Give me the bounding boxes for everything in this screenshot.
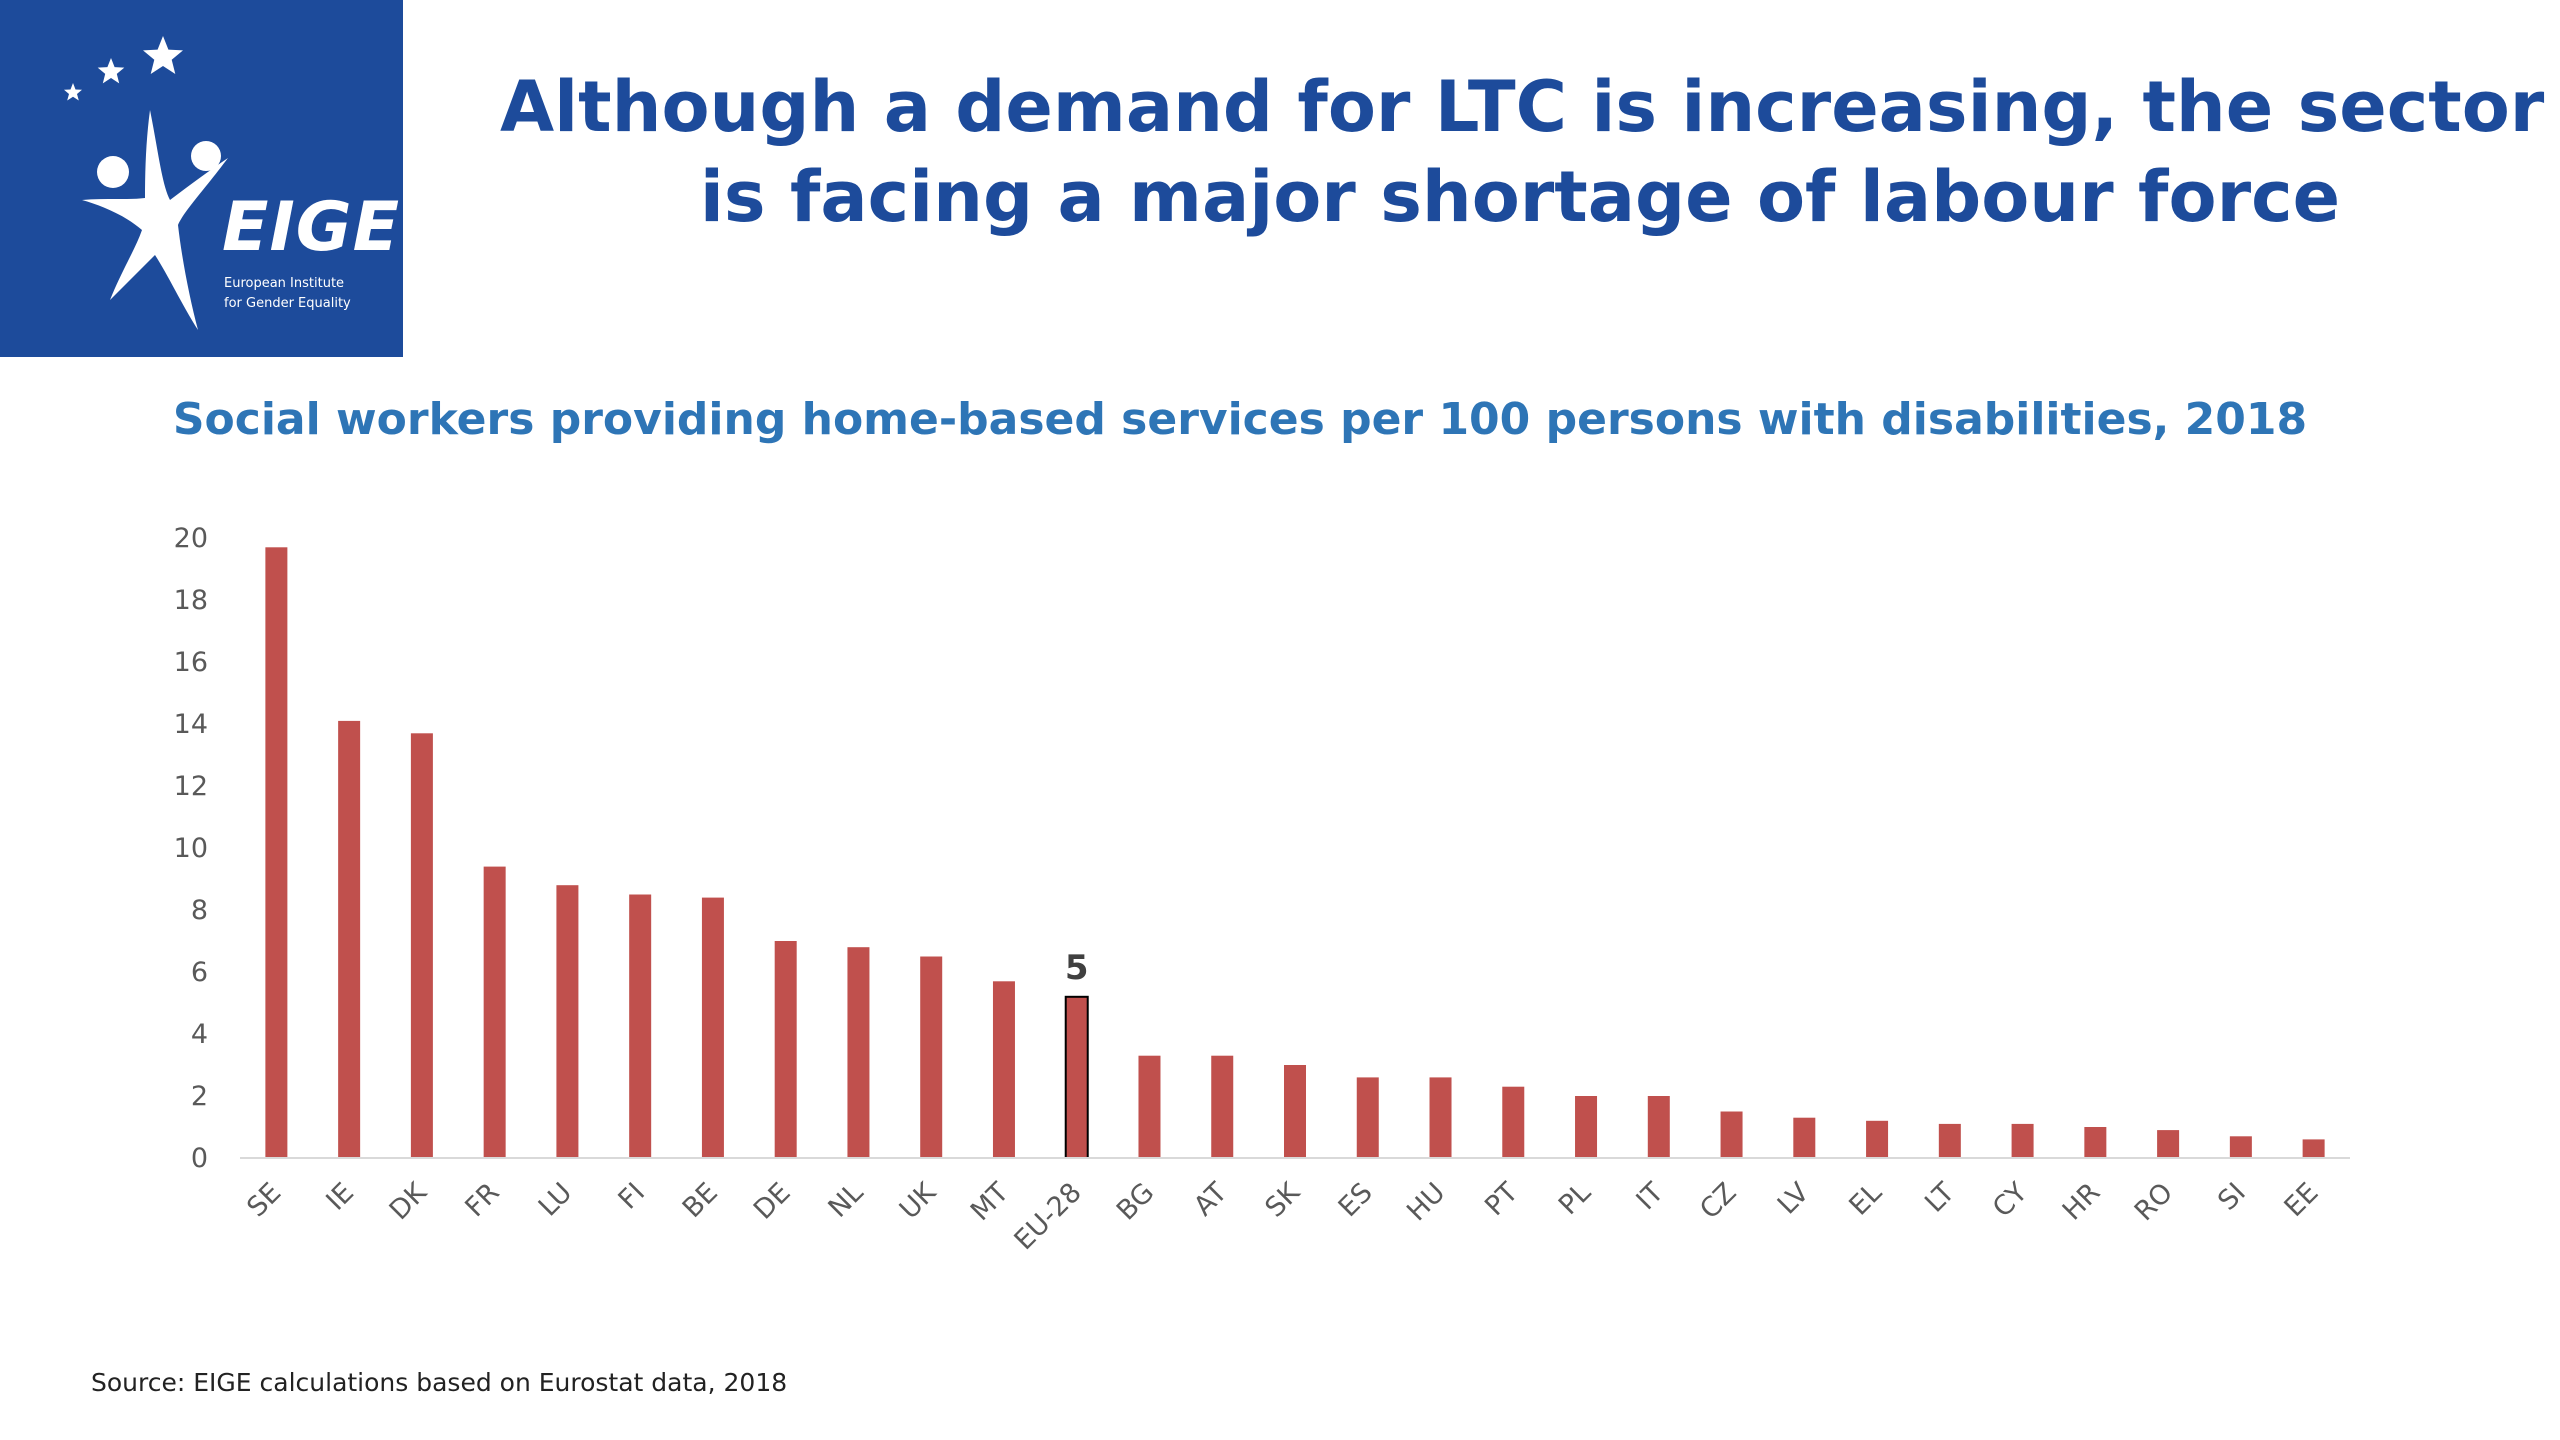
logo-star-small-icon xyxy=(64,83,82,101)
y-tick-label: 6 xyxy=(191,957,208,988)
y-tick-label: 16 xyxy=(174,647,208,678)
bar-pt xyxy=(1502,1086,1525,1158)
logo-subtitle-line2: for Gender Equality xyxy=(224,296,351,311)
bar-bg xyxy=(1138,1055,1161,1158)
bar-el xyxy=(1866,1120,1889,1158)
bar-lu xyxy=(556,885,579,1158)
x-tick-label: AT xyxy=(1188,1177,1234,1223)
highlight-data-label: 5 xyxy=(1065,948,1089,988)
x-tick-label: BG xyxy=(1111,1177,1160,1226)
logo-figure-icon xyxy=(82,110,228,330)
bar-dk xyxy=(410,733,433,1158)
logo-wordmark: EIGE xyxy=(222,188,401,267)
bar-it xyxy=(1647,1096,1670,1158)
x-tick-label: UK xyxy=(894,1176,943,1225)
bar-nl xyxy=(847,947,870,1158)
chart-bars xyxy=(265,547,2325,1159)
x-tick-label: CY xyxy=(1987,1177,2034,1224)
x-tick-label: DK xyxy=(384,1176,434,1226)
bar-ee xyxy=(2302,1139,2325,1158)
bar-mt xyxy=(992,981,1015,1158)
x-tick-label: SK xyxy=(1259,1176,1306,1223)
bar-sk xyxy=(1284,1065,1306,1158)
page-title-line1: Although a demand for LTC is increasing,… xyxy=(500,66,2545,148)
x-tick-label: NL xyxy=(823,1177,870,1224)
x-tick-label: EE xyxy=(2279,1177,2325,1223)
bar-lt xyxy=(1938,1123,1961,1158)
y-tick-label: 12 xyxy=(174,771,208,802)
y-tick-label: 10 xyxy=(174,833,208,864)
x-tick-label: MT xyxy=(965,1177,1015,1227)
x-tick-label: RO xyxy=(2129,1177,2179,1227)
bar-cz xyxy=(1720,1111,1743,1158)
y-tick-label: 8 xyxy=(191,895,208,926)
logo-star-medium-icon xyxy=(97,58,125,84)
bar-uk xyxy=(920,956,943,1158)
bar-fr xyxy=(483,866,506,1158)
x-tick-label: DE xyxy=(748,1177,797,1226)
page-title-line2: is facing a major shortage of labour for… xyxy=(699,156,2341,238)
logo-subtitle-line1: European Institute xyxy=(224,276,345,291)
x-tick-label: FR xyxy=(459,1177,505,1223)
bar-cy xyxy=(2011,1123,2034,1158)
bar-es xyxy=(1356,1077,1379,1158)
x-tick-label: SI xyxy=(2212,1177,2252,1217)
bar-at xyxy=(1211,1055,1234,1158)
x-tick-label: BE xyxy=(677,1177,724,1224)
bar-de xyxy=(774,941,797,1158)
y-tick-label: 2 xyxy=(191,1081,208,1112)
x-tick-label: ES xyxy=(1333,1177,1379,1223)
x-tick-label: EU-28 xyxy=(1009,1177,1088,1256)
bar-ro xyxy=(2157,1130,2180,1158)
eige-star-figure-logo-icon xyxy=(64,36,228,330)
eige-logo: EIGE European Institute for Gender Equal… xyxy=(0,0,403,357)
chart-title: Social workers providing home-based serv… xyxy=(172,394,2308,445)
x-tick-label: LT xyxy=(1919,1177,1961,1219)
bar-be xyxy=(701,897,724,1158)
page-title: Although a demand for LTC is increasing,… xyxy=(500,62,2545,242)
y-axis-ticks: 0 2 4 6 8 10 12 14 16 18 20 xyxy=(174,523,208,1174)
y-tick-label: 4 xyxy=(191,1019,208,1050)
x-tick-label: CZ xyxy=(1694,1177,1742,1225)
chart-annotations: 5 xyxy=(1065,948,1089,988)
y-tick-label: 18 xyxy=(174,585,208,616)
logo-star-large-icon xyxy=(143,36,183,74)
x-tick-label: PT xyxy=(1479,1177,1524,1222)
bar-pl xyxy=(1575,1096,1598,1158)
bar-ie xyxy=(338,720,361,1158)
x-tick-label: HU xyxy=(1401,1177,1451,1227)
bar-fi xyxy=(629,894,652,1158)
source-note: Source: EIGE calculations based on Euros… xyxy=(91,1368,788,1397)
y-tick-label: 20 xyxy=(174,523,208,554)
bar-si xyxy=(2229,1136,2252,1158)
bar-eu-28 xyxy=(1064,995,1089,1159)
x-tick-label: IE xyxy=(320,1177,360,1217)
x-tick-label: LV xyxy=(1772,1177,1816,1221)
x-tick-label: LU xyxy=(533,1177,579,1223)
logo-figure-right-head-icon xyxy=(191,141,221,171)
y-tick-label: 0 xyxy=(191,1143,208,1174)
bar-hu xyxy=(1429,1077,1452,1158)
x-tick-label: HR xyxy=(2057,1177,2107,1227)
x-tick-label: EL xyxy=(1843,1177,1888,1222)
x-tick-label: SE xyxy=(241,1177,287,1223)
bar-lv xyxy=(1793,1117,1816,1158)
bar-chart: 0 2 4 6 8 10 12 14 16 18 20 SE IE DK FR LU FI BE DE NL UK MT… xyxy=(174,523,2350,1256)
bar-se xyxy=(265,547,288,1158)
y-tick-label: 14 xyxy=(174,709,208,740)
x-tick-label: IT xyxy=(1631,1177,1671,1217)
bar-hr xyxy=(2084,1127,2107,1158)
x-tick-label: FI xyxy=(613,1177,652,1216)
logo-figure-left-head-icon xyxy=(97,156,129,188)
x-tick-label: PL xyxy=(1553,1177,1597,1221)
